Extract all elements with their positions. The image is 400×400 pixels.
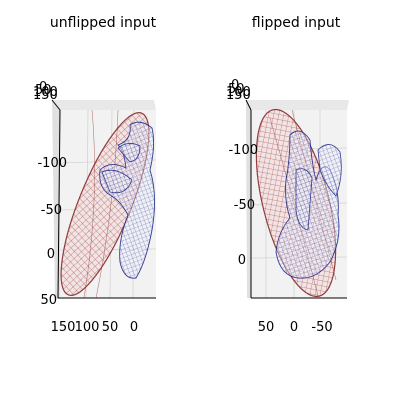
x-tick-label: 150 [51, 320, 76, 335]
z-axis-ticks: 0 50 100 150 [33, 80, 58, 103]
z-tick-label: 50 [35, 83, 52, 98]
z-tick-label: 0 [39, 80, 47, 95]
x-tick-label: 50 [258, 320, 275, 335]
z-tick-label: 100 [226, 85, 251, 100]
x-tick-label: 50 [102, 320, 119, 335]
axes-pane-top [246, 100, 349, 110]
y-tick-label: 0 [238, 253, 246, 268]
y-tick-label: 50 [40, 293, 57, 308]
z-tick-label: 150 [33, 88, 58, 103]
y-tick-label: -100 [37, 156, 67, 171]
panel-flipped: flipped input [226, 15, 349, 335]
y-axis-ticks: -100 -50 0 50 [37, 156, 67, 308]
z-axis-ticks: 0 50 100 150 [226, 78, 251, 103]
axis-lines [245, 99, 347, 299]
z-tick-label: 100 [33, 85, 58, 100]
panel-unflipped: unflipped input [33, 15, 157, 335]
x-tick-label: 100 [75, 320, 100, 335]
panel-title: unflipped input [50, 15, 157, 31]
blue-hand-surface [99, 121, 155, 279]
axes-pane-side [246, 100, 251, 298]
blue-hand-surface [275, 130, 342, 279]
y-tick-label: -100 [228, 143, 258, 158]
y-axis-ticks: -100 -50 0 [228, 143, 258, 268]
z-tick-label: 150 [226, 88, 251, 103]
z-tick-label: 0 [231, 78, 239, 93]
x-axis-ticks: 150 100 50 0 [51, 320, 139, 335]
y-tick-label: -50 [41, 203, 62, 218]
x-tick-label: 0 [130, 320, 138, 335]
x-tick-label: 0 [290, 320, 298, 335]
x-tick-label: -50 [311, 320, 332, 335]
panel-title: flipped input [252, 15, 341, 31]
y-tick-label: 0 [47, 247, 55, 262]
axis-lines [51, 99, 156, 299]
x-axis-ticks: 50 0 -50 [258, 320, 333, 335]
z-tick-label: 50 [228, 82, 245, 97]
axes-pane-side [52, 100, 60, 300]
y-tick-label: -50 [234, 198, 255, 213]
axes-pane-top [52, 100, 156, 110]
